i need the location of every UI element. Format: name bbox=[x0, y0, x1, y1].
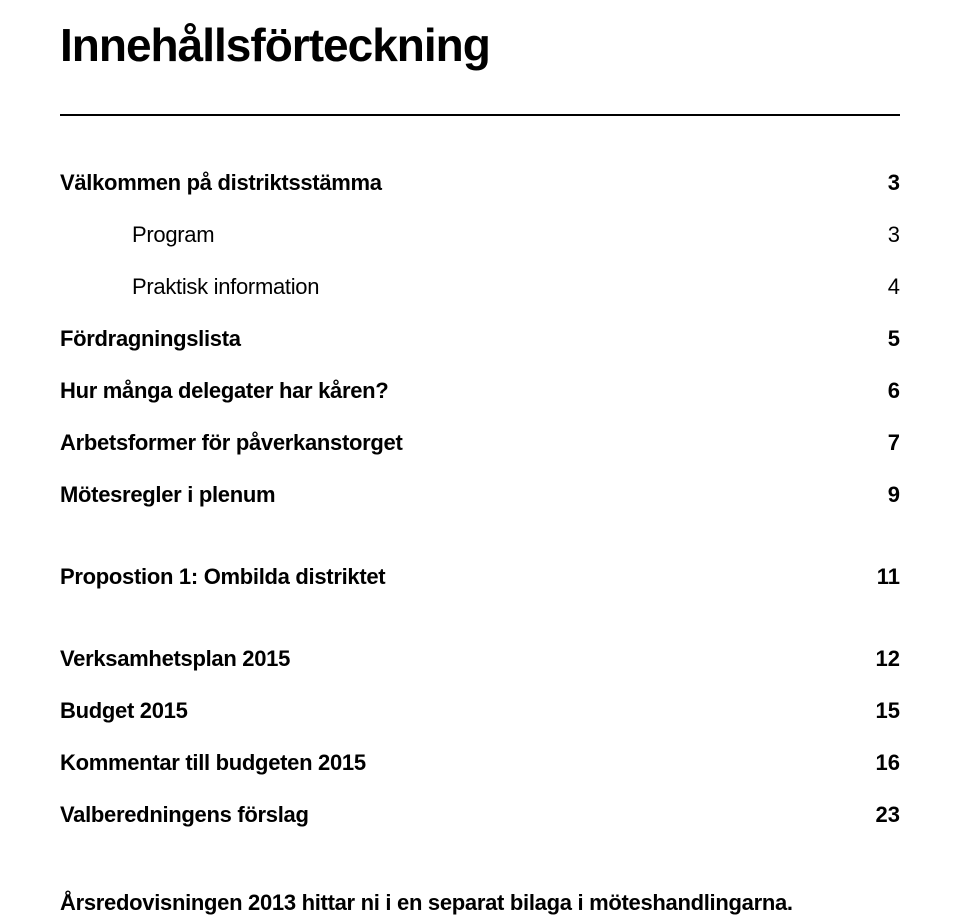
toc-page: 23 bbox=[868, 802, 900, 828]
toc-row: Arbetsformer för påverkanstorget 7 bbox=[60, 430, 900, 456]
toc-row: Budget 2015 15 bbox=[60, 698, 900, 724]
toc-row: Valberedningens förslag 23 bbox=[60, 802, 900, 828]
toc-label: Hur många delegater har kåren? bbox=[60, 378, 388, 404]
toc-row: Verksamhetsplan 2015 12 bbox=[60, 646, 900, 672]
toc-label: Mötesregler i plenum bbox=[60, 482, 275, 508]
toc-page: 3 bbox=[868, 170, 900, 196]
toc-page: 16 bbox=[868, 750, 900, 776]
toc-label: Program bbox=[132, 222, 214, 248]
toc-page: 15 bbox=[868, 698, 900, 724]
toc-page: 3 bbox=[868, 222, 900, 248]
toc-label: Fördragningslista bbox=[60, 326, 241, 352]
toc-page: 6 bbox=[868, 378, 900, 404]
toc-label: Välkommen på distriktsstämma bbox=[60, 170, 382, 196]
spacer bbox=[60, 616, 900, 646]
toc-label: Praktisk information bbox=[132, 274, 319, 300]
toc-page: 11 bbox=[868, 564, 900, 590]
toc-row: Hur många delegater har kåren? 6 bbox=[60, 378, 900, 404]
spacer bbox=[60, 534, 900, 564]
toc-label: Budget 2015 bbox=[60, 698, 188, 724]
toc-row: Fördragningslista 5 bbox=[60, 326, 900, 352]
toc-list: Välkommen på distriktsstämma 3 Program 3 Pra… bbox=[60, 170, 900, 828]
toc-page: 12 bbox=[868, 646, 900, 672]
toc-row: Mötesregler i plenum 9 bbox=[60, 482, 900, 508]
toc-page: 4 bbox=[868, 274, 900, 300]
toc-row: Propostion 1: Ombilda distriktet 11 bbox=[60, 564, 900, 590]
title-divider bbox=[60, 114, 900, 116]
footnote: Årsredovisningen 2013 hittar ni i en sep… bbox=[60, 890, 900, 916]
toc-row: Praktisk information 4 bbox=[60, 274, 900, 300]
toc-label: Propostion 1: Ombilda distriktet bbox=[60, 564, 385, 590]
toc-page: 7 bbox=[868, 430, 900, 456]
toc-row: Program 3 bbox=[60, 222, 900, 248]
page-title: Innehållsförteckning bbox=[60, 18, 900, 72]
toc-label: Arbetsformer för påverkanstorget bbox=[60, 430, 403, 456]
toc-row: Välkommen på distriktsstämma 3 bbox=[60, 170, 900, 196]
toc-label: Kommentar till budgeten 2015 bbox=[60, 750, 366, 776]
toc-page: 5 bbox=[868, 326, 900, 352]
toc-label: Valberedningens förslag bbox=[60, 802, 309, 828]
toc-page: 9 bbox=[868, 482, 900, 508]
toc-row: Kommentar till budgeten 2015 16 bbox=[60, 750, 900, 776]
toc-label: Verksamhetsplan 2015 bbox=[60, 646, 290, 672]
